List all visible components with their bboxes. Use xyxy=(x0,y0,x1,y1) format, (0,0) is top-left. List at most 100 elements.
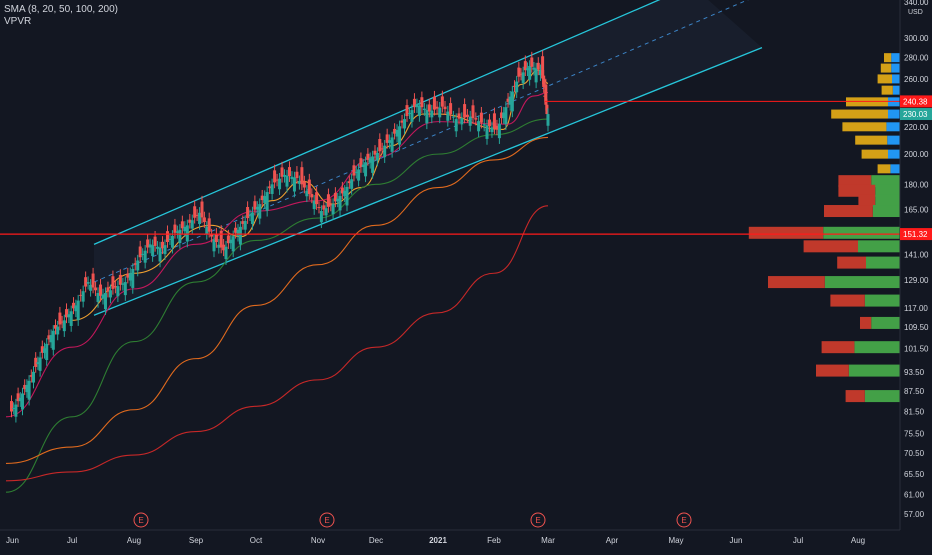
candle-body xyxy=(525,68,529,71)
candle-body xyxy=(91,273,95,288)
earnings-marker-icon xyxy=(319,512,335,528)
candle-body xyxy=(136,260,140,271)
time-tick-label: Jul xyxy=(67,536,77,545)
candle-body xyxy=(322,205,326,210)
candle-body xyxy=(546,114,550,126)
candle-body xyxy=(517,67,521,77)
price-tick-label: 87.50 xyxy=(904,387,925,396)
candle-body xyxy=(193,206,197,218)
price-axis[interactable]: 340.00300.00280.00260.00240.00220.00200.… xyxy=(899,0,932,550)
candle-body xyxy=(383,145,387,158)
horizontal-lines[interactable] xyxy=(0,100,900,235)
candle-body xyxy=(297,181,301,184)
candle-body xyxy=(366,153,370,160)
time-tick-label: Feb xyxy=(487,536,501,545)
candle-body xyxy=(487,119,491,127)
candle-body xyxy=(506,98,510,102)
candle-body xyxy=(18,397,22,402)
candle-body xyxy=(451,116,455,118)
candle-body xyxy=(72,302,76,309)
vp-bar-down xyxy=(768,276,825,289)
vp-bar-down xyxy=(877,74,892,84)
sma-line-sma20 xyxy=(5,91,549,418)
candle-body xyxy=(474,118,478,120)
candle-body xyxy=(246,206,250,219)
candle-body xyxy=(153,236,157,246)
vp-bar-up xyxy=(892,74,900,84)
candle-body xyxy=(393,128,397,134)
earnings-marker-label: E xyxy=(535,516,540,525)
candle-body xyxy=(515,81,519,93)
vp-bar-up xyxy=(891,63,900,73)
candle-body xyxy=(545,104,549,115)
vp-bar-up xyxy=(858,240,900,253)
vp-bar-up xyxy=(875,194,900,207)
candle-body xyxy=(479,112,483,123)
candle-body xyxy=(430,110,434,118)
candle-body xyxy=(477,121,481,132)
candle-body xyxy=(388,140,392,143)
time-axis[interactable]: Jun Jul Aug Sep Oct Nov Dec 2021 Feb Mar Apr May Jun… xyxy=(0,529,900,545)
candle-body xyxy=(241,221,245,224)
candle-body xyxy=(385,134,389,143)
price-tick-label: 129.00 xyxy=(904,276,929,285)
candle-body xyxy=(170,235,174,248)
vp-bar-down xyxy=(842,122,887,132)
candle-body xyxy=(519,73,523,75)
candle-body xyxy=(43,348,46,353)
price-badge-horizontal-line xyxy=(900,228,932,241)
sma-legend-label[interactable]: SMA (8, 20, 50, 100, 200) xyxy=(4,4,118,15)
candle-body xyxy=(410,110,414,122)
candle-body xyxy=(417,105,421,116)
candle-body xyxy=(536,62,540,70)
moving-averages xyxy=(5,69,549,493)
candle-body xyxy=(76,300,80,321)
candle-body xyxy=(446,111,450,121)
candle-body xyxy=(513,85,517,87)
candle-body xyxy=(173,224,177,233)
candle-body xyxy=(94,287,98,291)
candle-body xyxy=(287,167,291,177)
candle-body xyxy=(361,164,365,168)
vp-bar-down xyxy=(838,184,876,197)
vp-bar-down xyxy=(845,390,865,403)
candle-body xyxy=(373,150,377,155)
candle-body xyxy=(302,181,306,188)
candle-body xyxy=(16,393,20,402)
candle-body xyxy=(510,91,514,112)
candle-body xyxy=(121,283,125,285)
candle-body xyxy=(243,220,247,230)
candle-body xyxy=(158,247,162,262)
time-tick-label: Sep xyxy=(189,536,204,545)
candle-body xyxy=(200,201,204,218)
candle-body xyxy=(427,104,431,112)
vp-bar-down xyxy=(824,205,873,218)
earnings-marker-label: E xyxy=(324,516,329,525)
time-tick-label: Mar xyxy=(541,536,555,545)
candlesticks[interactable] xyxy=(10,50,550,423)
price-badge-horizontal-line xyxy=(900,95,932,108)
candle-body xyxy=(210,234,214,237)
time-tick-label: 2021 xyxy=(429,536,447,545)
candle-body xyxy=(217,244,221,248)
candle-body xyxy=(415,104,419,108)
candle-body xyxy=(49,335,53,343)
vpvr-legend-label[interactable]: VPVR xyxy=(4,16,32,27)
candle-body xyxy=(38,357,42,371)
candle-body xyxy=(168,238,172,240)
candle-body xyxy=(56,326,60,335)
candle-body xyxy=(390,137,394,152)
vp-bar-up xyxy=(848,364,900,377)
candle-body xyxy=(260,195,264,201)
candle-body xyxy=(161,241,165,249)
candle-body xyxy=(54,325,57,329)
vp-bar-up xyxy=(864,294,900,307)
candle-body xyxy=(405,105,409,117)
candle-body xyxy=(229,239,233,244)
price-tick-label: 141.00 xyxy=(904,250,929,259)
candle-body xyxy=(343,190,347,197)
vp-bar-down xyxy=(830,294,865,307)
